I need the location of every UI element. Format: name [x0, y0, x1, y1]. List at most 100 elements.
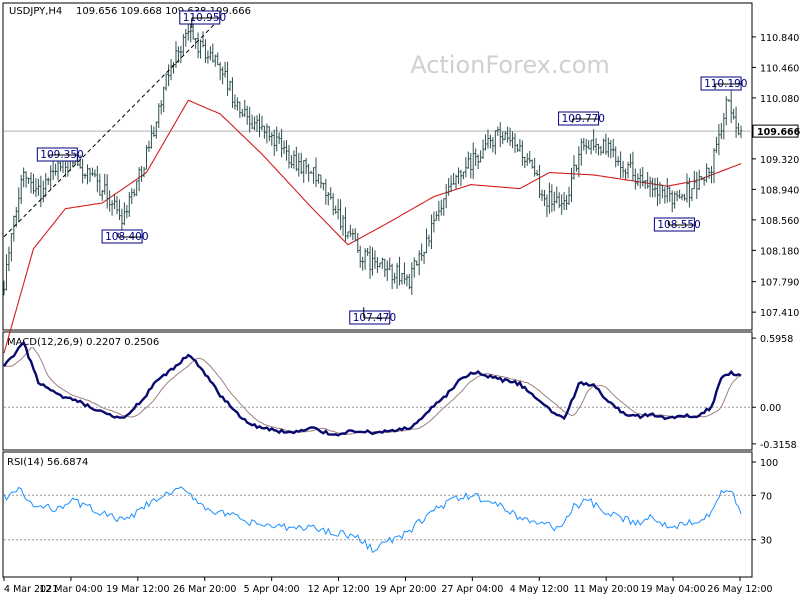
- price-bar: [479, 150, 482, 163]
- price-bar: [587, 140, 590, 150]
- price-bar: [201, 31, 205, 48]
- price-bar: [739, 125, 743, 139]
- price-bar: [226, 61, 229, 96]
- price-bar: [540, 189, 544, 202]
- price-bar: [538, 164, 541, 199]
- price-bar: [646, 171, 649, 189]
- time-tick-label: 26 May 12:00: [707, 584, 772, 595]
- price-bar: [339, 199, 342, 231]
- price-bar: [503, 130, 507, 141]
- price-bar: [545, 194, 549, 218]
- price-bar: [282, 140, 286, 154]
- price-bar: [10, 233, 13, 262]
- price-tick-label: 107.790: [760, 278, 799, 289]
- price-bar: [307, 163, 310, 182]
- price-bar: [5, 254, 8, 291]
- price-bar: [22, 167, 25, 188]
- rsi-line: [3, 486, 742, 554]
- price-bar: [533, 158, 536, 177]
- price-bar: [105, 174, 109, 209]
- price-bar: [140, 165, 143, 182]
- price-bar: [653, 177, 657, 198]
- price-tick-label: 110.460: [760, 63, 799, 74]
- price-bar: [243, 99, 246, 117]
- price-bar: [543, 189, 546, 207]
- price-bar: [489, 134, 492, 149]
- price-bar: [499, 122, 502, 148]
- price-bar: [449, 175, 453, 193]
- price-bar: [486, 129, 490, 149]
- price-bar: [729, 90, 733, 124]
- price-bar: [354, 228, 357, 242]
- price-bar: [562, 192, 566, 211]
- price-bar: [312, 167, 315, 184]
- price-bar: [631, 151, 635, 181]
- price-bar: [698, 169, 701, 191]
- price-bar: [705, 163, 708, 183]
- price-bar: [155, 121, 158, 139]
- price-bar: [120, 208, 124, 231]
- price-bar: [629, 153, 632, 168]
- price-bar: [295, 146, 298, 172]
- price-annotation: 108.400: [101, 229, 149, 244]
- price-bar: [643, 180, 647, 189]
- price-bar: [19, 174, 23, 204]
- price-bar: [386, 260, 389, 281]
- price-bar: [287, 144, 291, 169]
- price-bar: [356, 232, 359, 253]
- price-bar: [319, 174, 323, 189]
- price-annotation: 110.950: [179, 10, 226, 29]
- price-bar: [496, 126, 499, 136]
- price-bar: [88, 167, 92, 183]
- price-bar: [371, 247, 374, 276]
- price-bar: [693, 170, 696, 190]
- price-bar: [602, 138, 605, 154]
- price-bar: [388, 257, 391, 271]
- price-bar: [395, 263, 399, 289]
- macd-line: [2, 340, 742, 437]
- price-bar: [661, 184, 664, 199]
- price-bar: [376, 257, 379, 273]
- price-bar: [297, 152, 300, 177]
- price-bar: [182, 33, 185, 56]
- price-bar: [430, 214, 433, 250]
- price-bar: [273, 129, 276, 157]
- price-bar: [467, 151, 470, 169]
- price-bar: [93, 169, 97, 178]
- price-bar: [675, 190, 679, 202]
- price-bar: [717, 124, 721, 156]
- price-bar: [403, 262, 406, 285]
- price-bar: [656, 177, 659, 207]
- price-bar: [575, 164, 578, 172]
- moving-average-line: [3, 99, 742, 354]
- price-bar: [651, 177, 654, 198]
- price-bar: [732, 108, 735, 120]
- price-bar: [268, 126, 271, 142]
- price-bar: [457, 167, 460, 185]
- time-tick-label: 12 Apr 12:00: [308, 584, 370, 595]
- macd-tick-label: 0.5958: [760, 334, 793, 345]
- price-bar: [128, 191, 131, 217]
- time-tick-label: 19 Apr 20:00: [374, 584, 436, 595]
- price-bar: [609, 140, 612, 159]
- current-price-tag: [752, 124, 799, 138]
- price-bar: [12, 215, 16, 242]
- macd-layer: [2, 340, 752, 437]
- price-bar: [565, 195, 568, 210]
- price-bar: [96, 165, 99, 193]
- price-annotation: 109.350: [36, 147, 84, 162]
- macd-tick-label: -0.3158: [760, 440, 797, 451]
- price-bar: [413, 257, 416, 278]
- price-bar: [528, 151, 531, 164]
- price-bar: [474, 148, 477, 167]
- price-bar: [118, 199, 121, 221]
- price-bar: [258, 113, 261, 137]
- price-bar: [263, 125, 266, 139]
- price-bar: [101, 189, 104, 201]
- price-bar: [179, 45, 183, 64]
- price-bar: [452, 172, 455, 185]
- price-bar: [290, 155, 293, 169]
- price-bar: [432, 211, 436, 233]
- price-bar: [464, 157, 468, 178]
- price-bar: [607, 137, 610, 158]
